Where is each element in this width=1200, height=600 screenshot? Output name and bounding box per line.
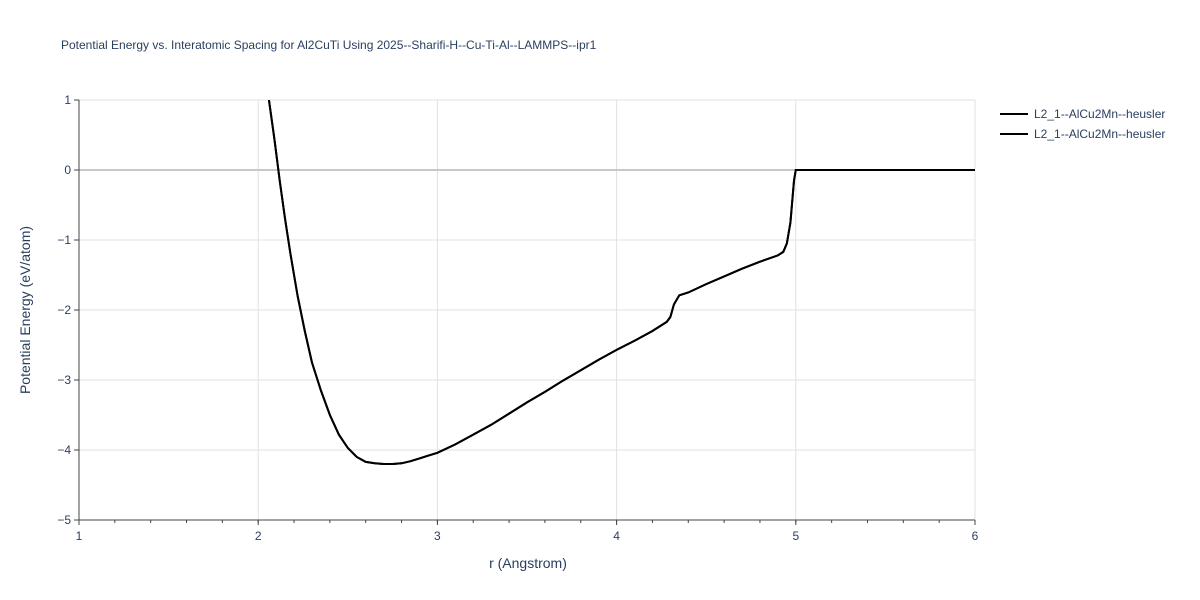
series-line-1 <box>267 100 975 465</box>
y-tick-label: −2 <box>57 303 71 317</box>
x-tick-label: 2 <box>255 529 262 543</box>
x-tick-label: 1 <box>76 529 83 543</box>
x-tick-label: 5 <box>792 529 799 543</box>
series-line-2 <box>267 100 975 465</box>
legend-label-1: L2_1--AlCu2Mn--heusler <box>1034 107 1165 121</box>
grid-layer <box>79 99 976 520</box>
axis-layer: 1 2 3 4 5 6 1 0 −1 −2 −3 −4 −5 <box>57 93 978 543</box>
legend[interactable]: L2_1--AlCu2Mn--heusler L2_1--AlCu2Mn--heu… <box>1000 107 1165 141</box>
y-tick-label: −4 <box>57 443 71 457</box>
x-tick-label: 4 <box>613 529 620 543</box>
legend-label-2: L2_1--AlCu2Mn--heusler <box>1034 127 1165 141</box>
y-tick-label: 0 <box>64 163 71 177</box>
y-tick-label: −5 <box>57 513 71 527</box>
chart-title: Potential Energy vs. Interatomic Spacing… <box>61 38 597 52</box>
x-tick-label: 6 <box>972 529 979 543</box>
series-layer <box>267 100 975 465</box>
y-tick-label: −1 <box>57 233 71 247</box>
x-axis-title: r (Angstrom) <box>489 555 567 571</box>
y-tick-label: 1 <box>64 93 71 107</box>
y-tick-label: −3 <box>57 373 71 387</box>
x-tick-label: 3 <box>434 529 441 543</box>
y-axis-title: Potential Energy (eV/atom) <box>17 226 33 394</box>
